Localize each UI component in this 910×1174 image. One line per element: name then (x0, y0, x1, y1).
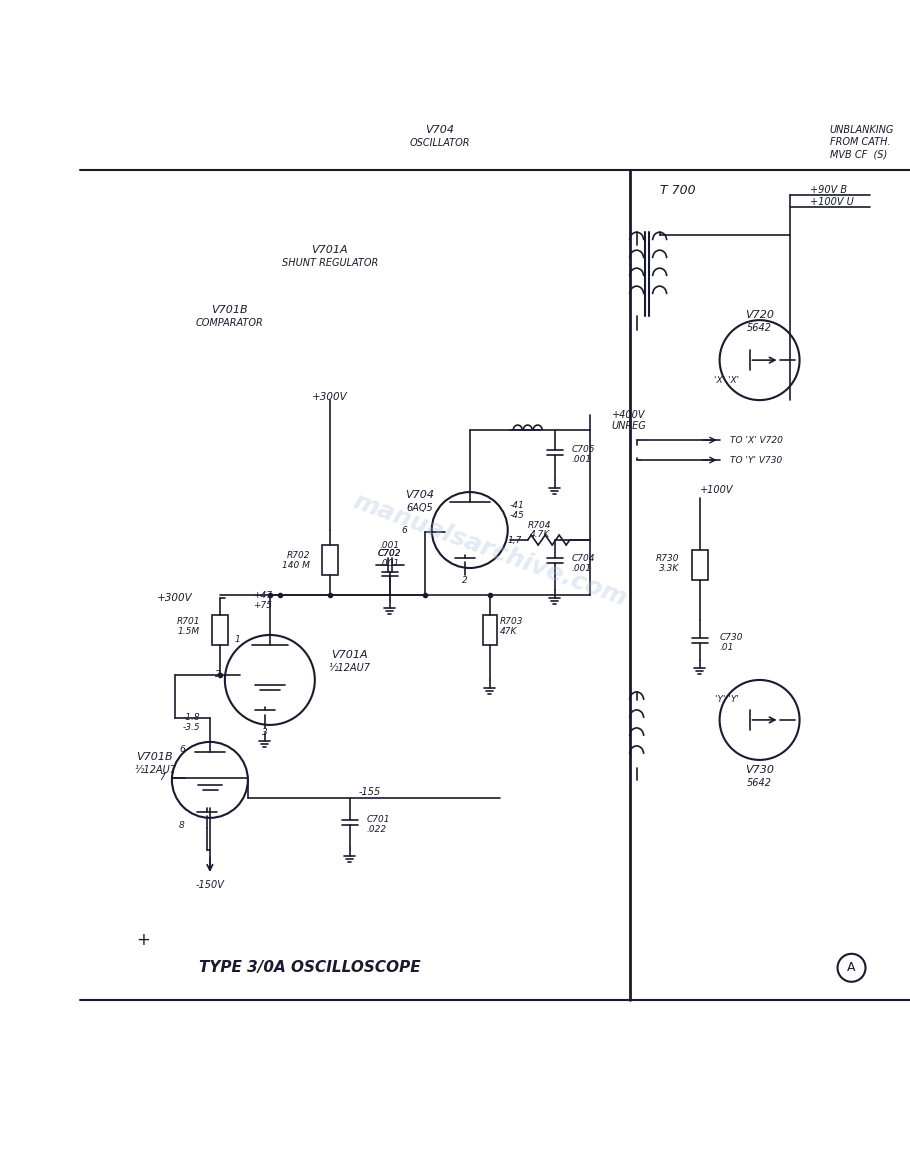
Text: 5642: 5642 (747, 323, 772, 333)
Text: +75: +75 (253, 601, 272, 610)
Text: R704: R704 (528, 520, 551, 529)
Text: V730: V730 (745, 765, 774, 775)
Text: V701B: V701B (136, 751, 173, 762)
Text: 'Y' 'Y': 'Y' 'Y' (714, 695, 739, 704)
Text: 3: 3 (262, 728, 268, 737)
Text: .01: .01 (720, 643, 734, 653)
Text: -155: -155 (359, 787, 381, 797)
Text: UNBLANKING: UNBLANKING (830, 126, 894, 135)
Text: MVB CF  (S): MVB CF (S) (830, 149, 886, 160)
Text: 4.7K: 4.7K (530, 529, 550, 539)
Text: .022: .022 (367, 825, 387, 835)
Text: R702: R702 (287, 551, 309, 560)
Text: 2: 2 (215, 670, 221, 680)
Text: .001: .001 (571, 454, 592, 464)
Text: R701: R701 (177, 618, 200, 627)
Bar (482, 615, 497, 645)
Text: +: + (136, 931, 150, 949)
Text: 8: 8 (179, 822, 185, 830)
Text: -3.5: -3.5 (182, 723, 200, 733)
Text: +100V U: +100V U (810, 197, 854, 208)
Text: C702: C702 (378, 548, 401, 558)
Text: 6: 6 (179, 745, 185, 755)
Text: 3.3K: 3.3K (660, 564, 680, 573)
Text: COMPARATOR: COMPARATOR (196, 318, 264, 329)
Text: V704: V704 (405, 490, 434, 500)
Text: C730: C730 (720, 634, 743, 642)
Text: V701A: V701A (331, 650, 369, 660)
Text: +90V B: +90V B (810, 185, 846, 195)
Text: 1,7: 1,7 (508, 535, 522, 545)
Text: V701A: V701A (311, 245, 349, 255)
Text: R703: R703 (500, 618, 523, 627)
Text: +47: +47 (253, 592, 272, 600)
Text: TO 'Y' V730: TO 'Y' V730 (730, 456, 782, 465)
Text: +300V: +300V (157, 593, 193, 603)
Text: 2: 2 (462, 575, 468, 585)
Text: V701B: V701B (211, 305, 248, 315)
Text: +400V: +400V (612, 410, 645, 420)
Text: -1.8: -1.8 (182, 714, 200, 722)
Text: C702: C702 (378, 548, 401, 558)
Text: SHUNT REGULATOR: SHUNT REGULATOR (282, 258, 378, 268)
Bar (692, 551, 708, 580)
Text: .001: .001 (379, 540, 399, 549)
Text: T 700: T 700 (660, 183, 695, 197)
Text: TO 'X' V720: TO 'X' V720 (730, 436, 783, 445)
Bar (212, 615, 228, 645)
Text: 7: 7 (159, 774, 165, 782)
Text: ½12AU7: ½12AU7 (134, 765, 176, 775)
Text: C701: C701 (367, 816, 390, 824)
Text: 'X' 'X': 'X' 'X' (714, 376, 739, 385)
Text: FROM CATH.: FROM CATH. (830, 137, 890, 147)
Text: V720: V720 (745, 310, 774, 321)
Text: UNREG: UNREG (612, 421, 646, 431)
Text: -150V: -150V (196, 879, 225, 890)
Text: .001: .001 (571, 564, 592, 573)
Text: 47K: 47K (500, 627, 517, 636)
Text: -45: -45 (510, 511, 524, 520)
Text: 1: 1 (235, 635, 241, 645)
Text: V704: V704 (425, 126, 454, 135)
Text: .001: .001 (379, 559, 399, 567)
Text: ½12AU7: ½12AU7 (329, 663, 370, 673)
Text: -41: -41 (510, 500, 524, 510)
Text: 6AQ5: 6AQ5 (407, 502, 433, 513)
Text: +300V: +300V (312, 392, 348, 403)
Text: TYPE 3/0A OSCILLOSCOPE: TYPE 3/0A OSCILLOSCOPE (199, 960, 420, 976)
Text: 140 M: 140 M (282, 560, 309, 569)
Bar (322, 545, 338, 575)
Text: OSCILLATOR: OSCILLATOR (410, 139, 470, 148)
Text: 5642: 5642 (747, 778, 772, 788)
Text: A: A (847, 962, 855, 974)
Text: 1.5M: 1.5M (177, 627, 200, 636)
Text: C704: C704 (571, 553, 595, 562)
Text: R730: R730 (656, 553, 680, 562)
Text: C705: C705 (571, 445, 595, 453)
Text: +100V: +100V (700, 485, 733, 495)
Text: manualsarchive.com: manualsarchive.com (349, 490, 630, 610)
Text: 6: 6 (402, 526, 408, 534)
